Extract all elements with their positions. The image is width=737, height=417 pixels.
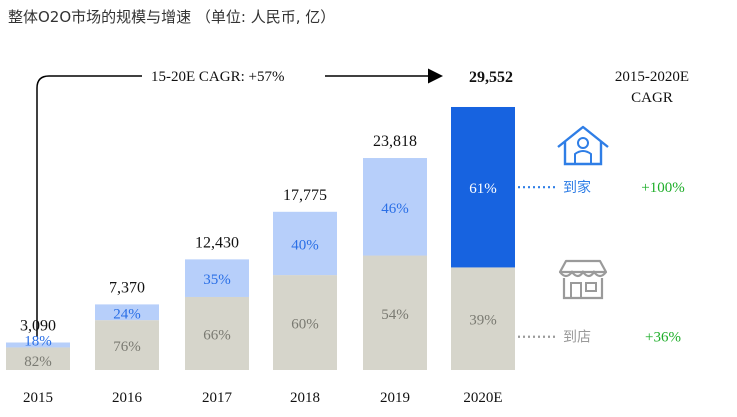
share-label-daojia: 61%	[469, 181, 497, 197]
legend-header-line1: 2015-2020E	[615, 69, 689, 85]
share-label-daodian: 76%	[113, 339, 141, 355]
x-tick-label: 2019	[380, 390, 410, 406]
segment-label-daojia: 到家	[563, 179, 591, 196]
bar-segment-daojia	[363, 158, 427, 256]
share-label-daojia: 24%	[113, 306, 141, 322]
cagr-bracket-left	[36, 75, 142, 337]
total-label: 23,818	[373, 133, 417, 150]
home-icon	[557, 125, 609, 166]
share-label-daodian: 54%	[381, 307, 409, 323]
x-tick-label: 2017	[202, 390, 233, 406]
bar-segment-daodian	[451, 267, 515, 370]
bar-segment-daodian	[95, 320, 159, 370]
bar-segment-daojia	[6, 342, 70, 348]
chart-title: 整体O2O市场的规模与增速 （单位: 人民币, 亿）	[8, 8, 335, 26]
bar-segment-daodian	[363, 255, 427, 370]
bar-segment-daodian	[6, 347, 70, 370]
segment-cagr-daodian: +36%	[645, 330, 681, 346]
share-label-daodian: 60%	[291, 317, 319, 333]
x-tick-label: 2020E	[463, 390, 502, 406]
share-label-daodian: 66%	[203, 327, 231, 343]
share-label-daojia: 40%	[291, 237, 319, 253]
storefront-icon	[558, 259, 608, 300]
total-label: 12,430	[195, 234, 239, 251]
legend-header: 2015-2020E CAGR	[615, 69, 689, 106]
share-label-daojia: 46%	[381, 201, 409, 217]
x-tick-label: 2018	[290, 390, 320, 406]
bar-layer: 82% 18%3,090 2015 76% 24% 7,370 2016 66% 35% 12,4…	[6, 69, 515, 406]
bar-segment-daojia	[95, 304, 159, 321]
total-label: 17,775	[283, 187, 327, 204]
segment-legend: 到家 +100% 到店 +36%	[518, 179, 685, 346]
share-label-daodian: 39%	[469, 313, 497, 329]
total-label: 29,552	[469, 69, 513, 86]
total-label: 7,370	[109, 279, 145, 296]
segment-cagr-daojia: +100%	[641, 180, 684, 196]
total-label: 3,090	[20, 317, 56, 334]
legend-header-line2: CAGR	[631, 90, 673, 106]
x-tick-label: 2016	[112, 390, 143, 406]
cagr-annotation: 15-20E CAGR: +57%	[36, 68, 443, 337]
bar-segment-daodian	[273, 275, 337, 370]
bar-segment-daojia	[185, 259, 249, 297]
bar-segment-daojia	[451, 106, 515, 268]
x-tick-label: 2015	[23, 390, 53, 406]
share-label-daojia: 35%	[203, 272, 231, 288]
cagr-label: 15-20E CAGR: +57%	[151, 69, 284, 85]
segment-label-daodian: 到店	[563, 330, 591, 346]
bar-segment-daodian	[185, 296, 249, 370]
share-label-daojia: 18%	[24, 333, 52, 349]
share-label-daodian: 82%	[24, 354, 52, 370]
bar-segment-daojia	[273, 211, 337, 276]
